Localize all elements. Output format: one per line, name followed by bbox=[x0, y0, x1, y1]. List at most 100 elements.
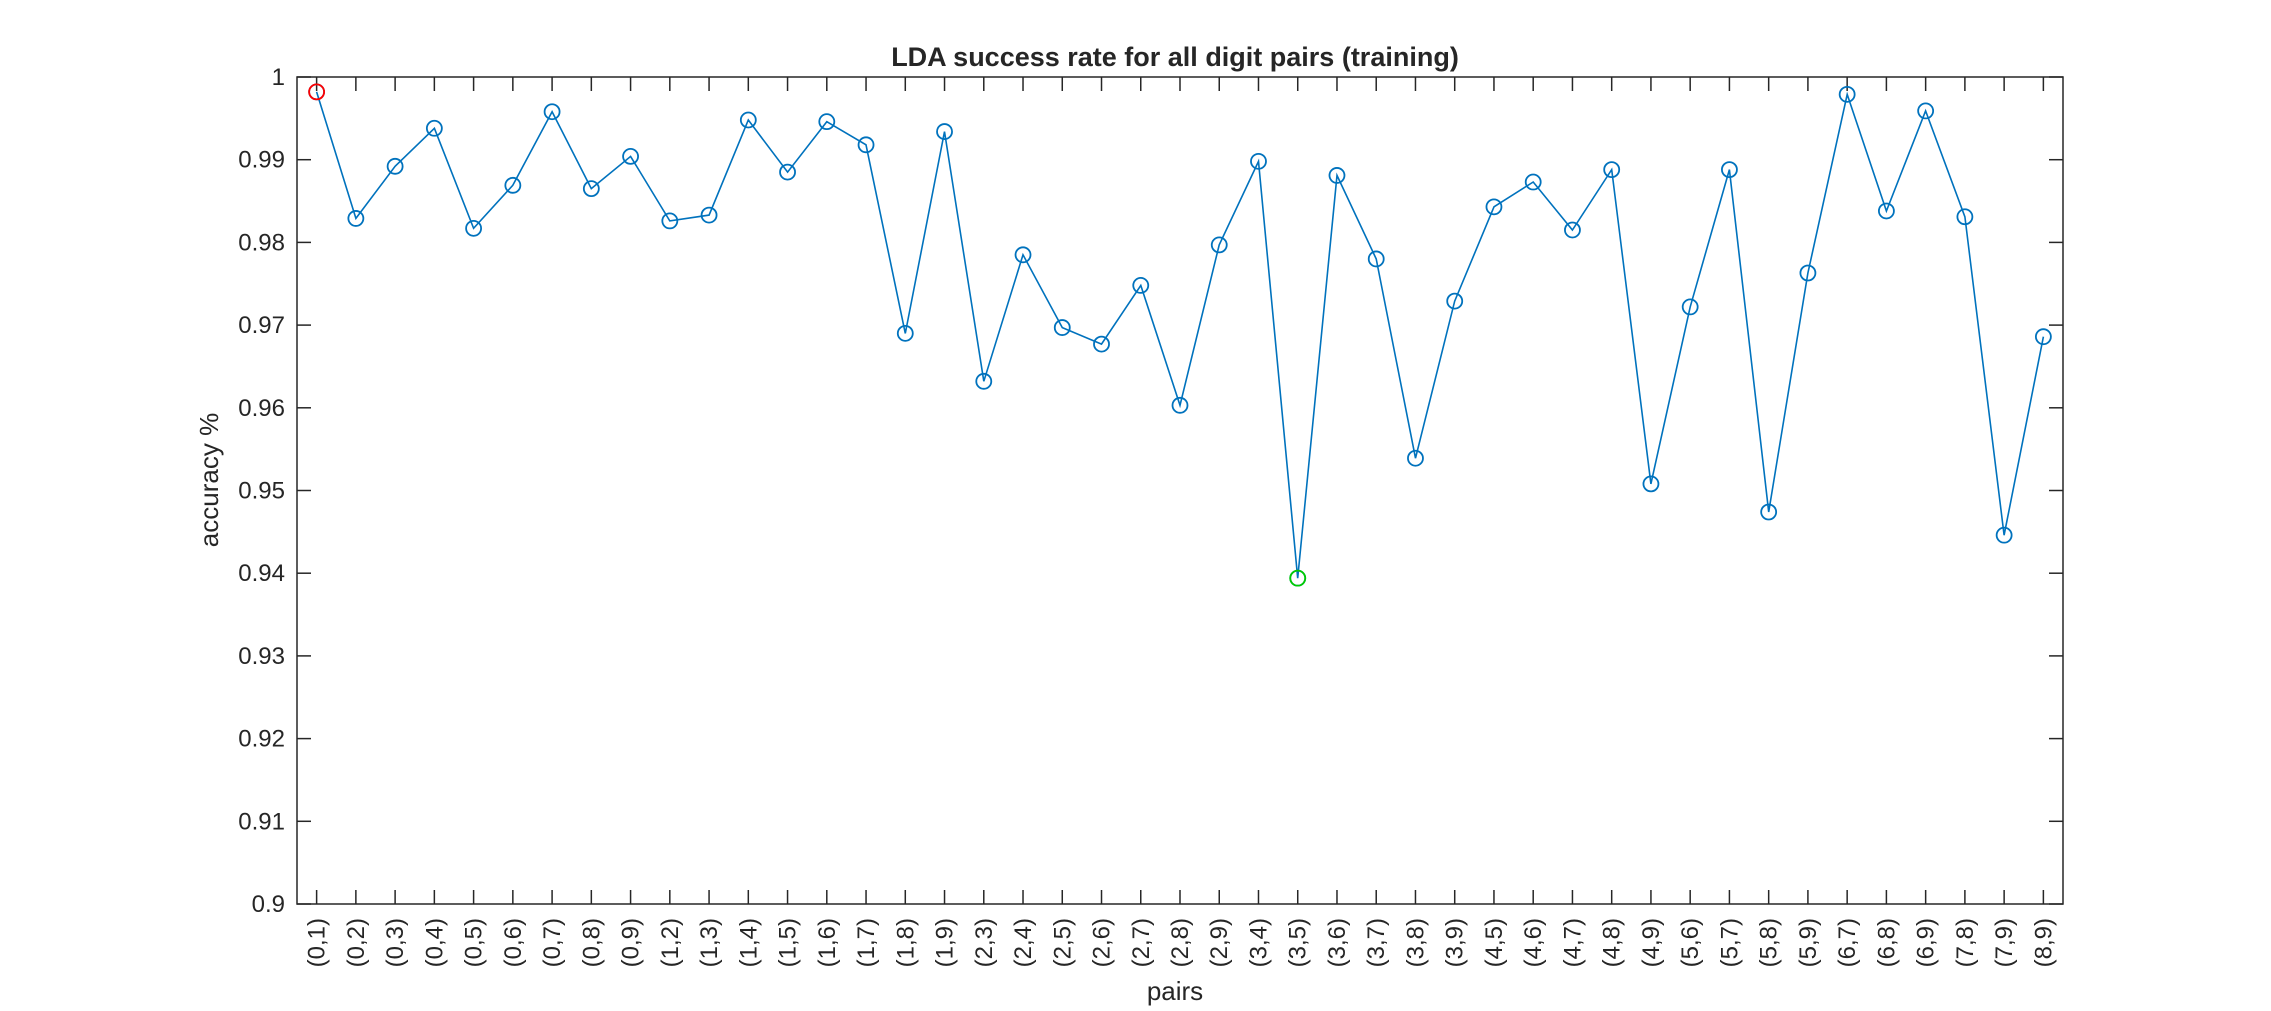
y-tick-label: 0.98 bbox=[238, 229, 285, 256]
x-tick-label: (4,7) bbox=[1559, 918, 1586, 967]
data-point bbox=[1485, 198, 1503, 216]
x-tick-label: (0,7) bbox=[539, 918, 566, 967]
x-tick-label: (7,8) bbox=[1952, 918, 1979, 967]
data-point bbox=[465, 219, 483, 237]
x-tick-label: (3,8) bbox=[1402, 918, 1429, 967]
data-point bbox=[1328, 167, 1346, 184]
x-tick-label: (0,1) bbox=[304, 918, 331, 967]
y-tick-label: 0.92 bbox=[238, 726, 285, 753]
plot-area: 0.9 0.91 0.92 0.93 0.94 0.95 0.96 0.97 0.98 0.99 1… bbox=[238, 64, 2064, 967]
x-axis-label: pairs bbox=[1147, 976, 1203, 1006]
y-tick-label: 0.95 bbox=[238, 478, 285, 505]
data-point bbox=[1407, 449, 1424, 467]
x-tick-label: (3,9) bbox=[1442, 918, 1469, 967]
y-tick-label: 0.97 bbox=[238, 312, 285, 339]
data-point bbox=[1917, 102, 1935, 120]
y-tick-label: 0.9 bbox=[252, 891, 285, 918]
x-tick-label: (0,3) bbox=[382, 918, 409, 967]
data-point bbox=[504, 176, 522, 194]
x-tick-label: (3,5) bbox=[1285, 918, 1312, 967]
data-point bbox=[975, 372, 993, 390]
x-tick-label: (5,6) bbox=[1677, 918, 1704, 967]
x-tick-label: (6,9) bbox=[1913, 918, 1940, 967]
data-point bbox=[1093, 335, 1110, 353]
x-tick-label: (5,8) bbox=[1756, 918, 1783, 967]
x-tick-label: (2,8) bbox=[1167, 918, 1194, 967]
data-point bbox=[425, 119, 443, 137]
x-tick-label: (2,9) bbox=[1206, 918, 1233, 967]
highlight-point bbox=[1289, 569, 1307, 587]
data-point bbox=[700, 206, 718, 224]
x-tick-label: (2,7) bbox=[1128, 918, 1155, 967]
series-line bbox=[315, 91, 2045, 579]
x-tick-label: (1,3) bbox=[696, 918, 723, 967]
axes-box bbox=[296, 76, 2064, 905]
x-tick-label: (2,3) bbox=[971, 918, 998, 967]
data-point bbox=[1956, 208, 1974, 226]
data-point bbox=[1014, 246, 1032, 264]
chart-title: LDA success rate for all digit pairs (tr… bbox=[891, 42, 1459, 72]
data-point bbox=[1681, 298, 1699, 316]
data-point bbox=[1760, 503, 1778, 521]
data-point bbox=[1642, 475, 1660, 493]
data-point bbox=[779, 163, 796, 181]
x-tick-label: (5,7) bbox=[1716, 918, 1743, 967]
data-point bbox=[1210, 236, 1228, 254]
data-point bbox=[1564, 221, 1581, 239]
x-tick-label: (4,6) bbox=[1520, 918, 1547, 967]
y-tick-label: 0.93 bbox=[238, 643, 285, 670]
data-point bbox=[818, 113, 836, 131]
x-tick-label: (3,4) bbox=[1245, 918, 1272, 967]
data-point bbox=[1053, 319, 1071, 336]
data-point bbox=[936, 123, 953, 140]
x-tick-label: (1,2) bbox=[657, 918, 684, 967]
x-tick-label: (0,5) bbox=[461, 918, 488, 967]
y-axis-label: accuracy % bbox=[194, 413, 224, 547]
data-point bbox=[896, 324, 914, 342]
data-point bbox=[857, 136, 875, 154]
data-point bbox=[1367, 250, 1385, 268]
x-tick-label: (4,5) bbox=[1481, 918, 1508, 967]
data-point bbox=[2034, 328, 2052, 346]
y-tick-label: 0.96 bbox=[238, 395, 285, 422]
data-point bbox=[1995, 526, 2013, 544]
y-tick-label: 1 bbox=[272, 64, 285, 91]
x-tick-label: (0,2) bbox=[343, 918, 370, 967]
x-tick-label: (7,9) bbox=[1991, 918, 2018, 967]
x-tick-label: (1,6) bbox=[814, 918, 841, 967]
data-point bbox=[739, 111, 757, 129]
data-point bbox=[661, 212, 679, 230]
x-tick-label: (4,8) bbox=[1599, 918, 1626, 967]
x-tick-label: (6,8) bbox=[1873, 918, 1900, 967]
y-tick-label: 0.99 bbox=[238, 147, 285, 174]
data-point bbox=[582, 180, 600, 198]
highlight-point bbox=[308, 83, 326, 101]
x-tick-label: (3,6) bbox=[1324, 918, 1351, 967]
x-tick-label: (1,4) bbox=[735, 918, 762, 967]
x-tick-label: (0,8) bbox=[578, 918, 605, 967]
data-point bbox=[1250, 152, 1267, 170]
data-point bbox=[1524, 173, 1542, 191]
x-tick-label: (4,9) bbox=[1638, 918, 1665, 967]
y-tick-label: 0.94 bbox=[238, 560, 285, 587]
data-point bbox=[622, 147, 639, 165]
x-tick-label: (0,9) bbox=[618, 918, 645, 967]
x-tick-label: (1,9) bbox=[932, 918, 959, 967]
x-tick-label: (0,6) bbox=[500, 918, 527, 967]
data-point bbox=[1721, 161, 1738, 179]
x-tick-label: (0,4) bbox=[421, 918, 448, 967]
data-point bbox=[1132, 277, 1150, 294]
x-tick-label: (1,8) bbox=[892, 918, 919, 967]
x-tick-label: (8,9) bbox=[2030, 918, 2057, 967]
data-point bbox=[1878, 202, 1895, 220]
x-tick-label: (2,5) bbox=[1049, 918, 1076, 967]
data-point bbox=[1446, 292, 1464, 310]
data-point bbox=[543, 103, 561, 121]
x-tick-label: (2,4) bbox=[1010, 918, 1037, 967]
x-tick-label: (1,7) bbox=[853, 918, 880, 967]
data-point bbox=[1838, 85, 1856, 103]
x-tick-label: (6,7) bbox=[1834, 918, 1861, 967]
y-tick-label: 0.91 bbox=[238, 808, 285, 835]
data-point bbox=[1171, 396, 1189, 414]
